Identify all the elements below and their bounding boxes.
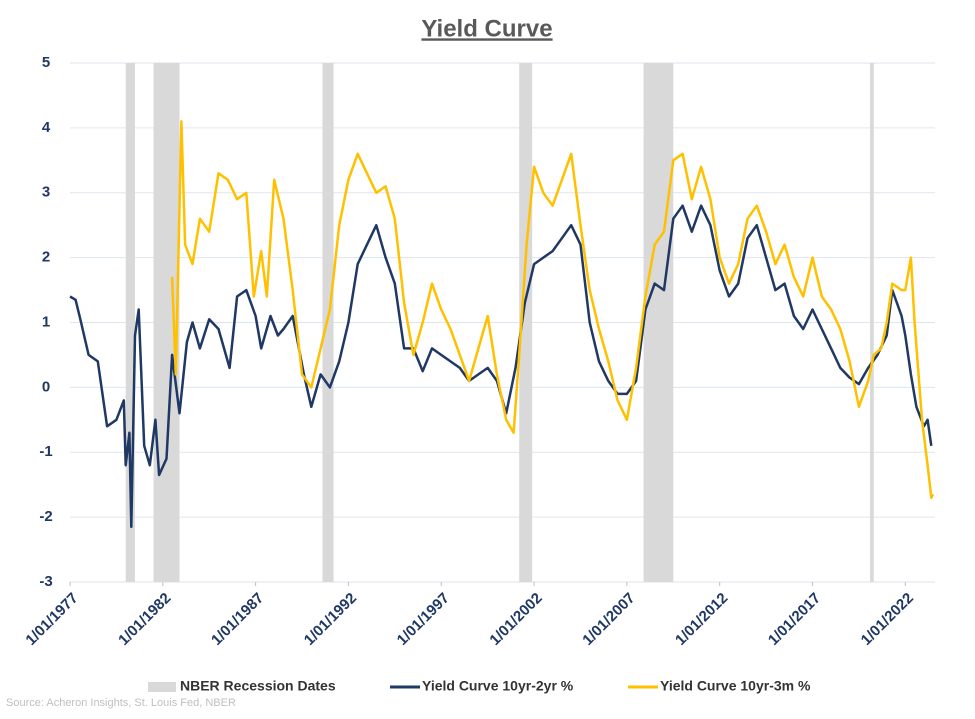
recession-band	[643, 63, 674, 582]
chart-title: Yield Curve	[421, 15, 552, 42]
legend-label: Yield Curve 10yr-2yr %	[422, 678, 574, 694]
recession-band	[153, 63, 180, 582]
y-tick-label: -1	[39, 443, 52, 460]
y-tick-label: -2	[39, 508, 52, 525]
recession-band	[870, 63, 874, 582]
legend-swatch	[148, 682, 176, 692]
y-tick-label: 5	[42, 54, 50, 71]
y-tick-label: 1	[42, 313, 50, 330]
legend-label: NBER Recession Dates	[180, 678, 336, 694]
x-tick-label: 1/01/2012	[672, 590, 731, 649]
x-tick-label: 1/01/1977	[22, 590, 81, 649]
x-tick-label: 1/01/2002	[486, 590, 545, 649]
y-tick-label: 4	[42, 119, 51, 136]
x-tick-label: 1/01/1997	[394, 590, 453, 649]
series-line	[69, 204, 933, 529]
legend-label: Yield Curve 10yr-3m %	[660, 678, 811, 694]
recession-band	[125, 63, 135, 582]
x-tick-label: 1/01/1987	[208, 590, 267, 649]
series-line	[170, 120, 935, 499]
y-tick-label: 3	[42, 184, 50, 201]
x-tick-label: 1/01/2007	[579, 590, 638, 649]
x-tick-label: 1/01/1982	[115, 590, 174, 649]
y-tick-label: 2	[42, 249, 50, 266]
y-tick-label: 0	[42, 378, 50, 395]
x-tick-label: 1/01/2017	[765, 590, 824, 649]
y-tick-label: -3	[39, 573, 52, 590]
x-tick-label: 1/01/2022	[858, 590, 917, 649]
recession-band	[519, 63, 533, 582]
source-note: Source: Acheron Insights, St. Louis Fed,…	[6, 697, 236, 709]
x-tick-label: 1/01/1992	[301, 590, 360, 649]
